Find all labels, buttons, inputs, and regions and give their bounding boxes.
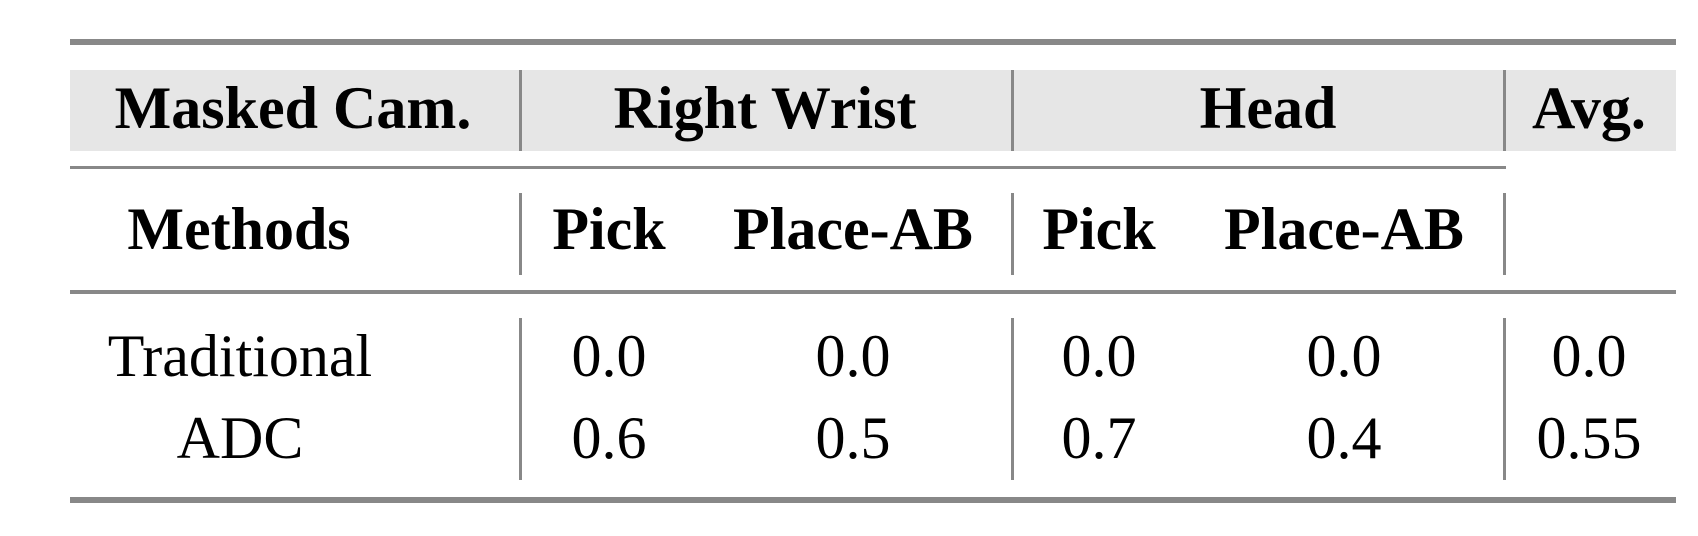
header-avg: Avg.	[1532, 75, 1646, 141]
header-place-ab: Place-AB	[733, 196, 973, 262]
cell-value: 0.55	[1536, 405, 1642, 471]
header-bottom-rule	[70, 290, 1676, 294]
cell-value: 0.0	[571, 323, 647, 389]
cell-value: 0.0	[1306, 323, 1382, 389]
divider	[519, 193, 522, 275]
cell-value: 0.5	[815, 405, 891, 471]
header-mid-rule	[70, 166, 1506, 169]
header-row-background	[70, 70, 1676, 151]
cell-value: 0.4	[1306, 405, 1382, 471]
bottom-rule	[70, 497, 1676, 503]
top-rule	[70, 39, 1676, 45]
header-head: Head	[1199, 75, 1337, 141]
divider	[1011, 193, 1014, 275]
divider	[1503, 193, 1506, 275]
cell-value: 0.7	[1061, 405, 1137, 471]
header-place-ab: Place-AB	[1224, 196, 1464, 262]
cell-value: 0.6	[571, 405, 647, 471]
header-pick: Pick	[552, 196, 666, 262]
cell-value: 0.0	[1061, 323, 1137, 389]
cell-value: 0.0	[1551, 323, 1627, 389]
divider	[1503, 318, 1506, 480]
divider	[519, 70, 522, 151]
header-methods: Methods	[127, 196, 351, 262]
method-name: Traditional	[107, 323, 373, 389]
divider	[1503, 70, 1506, 151]
header-masked-cam: Masked Cam.	[114, 75, 472, 141]
header-right-wrist: Right Wrist	[613, 75, 917, 141]
method-name: ADC	[176, 405, 304, 471]
divider	[519, 318, 522, 480]
cell-value: 0.0	[815, 323, 891, 389]
divider	[1011, 318, 1014, 480]
divider	[1011, 70, 1014, 151]
header-pick: Pick	[1042, 196, 1156, 262]
